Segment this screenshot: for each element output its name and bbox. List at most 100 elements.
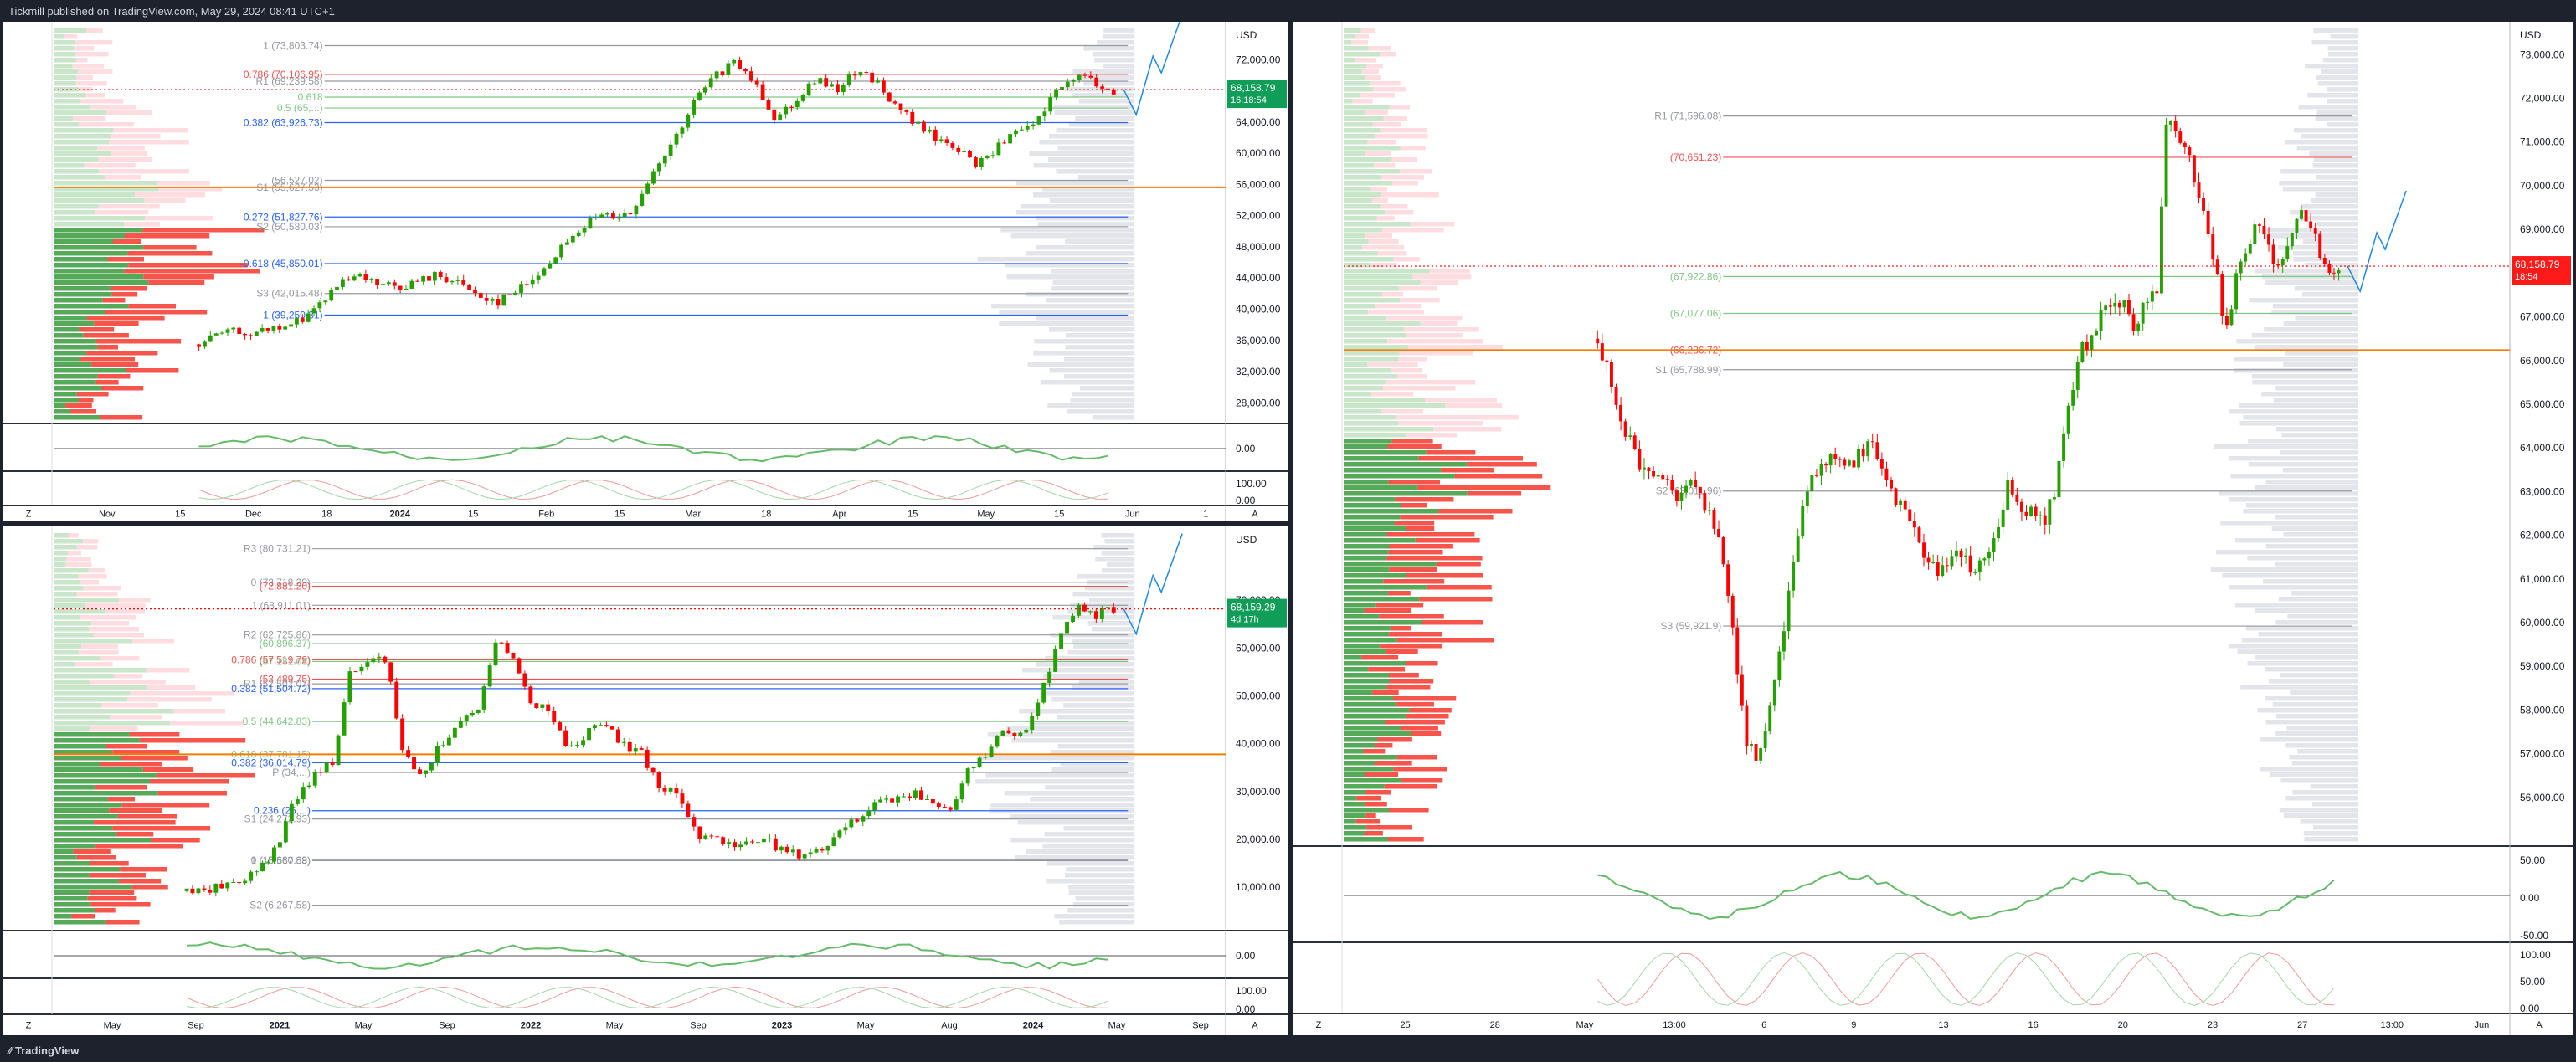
session-volume-bar	[1040, 380, 1135, 385]
volume-profile-bar	[54, 374, 98, 379]
session-volume-bar	[2269, 679, 2359, 684]
zoom-reset-button[interactable]: Z	[26, 1021, 32, 1031]
volume-profile-bar	[54, 855, 77, 860]
volume-profile-bar	[54, 609, 105, 614]
level-label: 0.786 (70,106.95)	[244, 69, 323, 80]
volume-profile-bar	[139, 738, 246, 743]
session-volume-bar	[1053, 105, 1135, 110]
volume-profile-bar	[1371, 198, 1388, 203]
volume-profile-bar	[135, 192, 205, 198]
session-volume-bar	[1036, 316, 1135, 321]
volume-profile-bar	[54, 808, 110, 813]
volume-profile-bar	[1344, 538, 1416, 543]
candle-body	[2285, 246, 2290, 259]
candle-body	[1908, 509, 1912, 521]
volume-profile-bar	[79, 398, 94, 403]
volume-profile-bar	[1389, 673, 1419, 678]
session-volume-bar	[1010, 838, 1135, 843]
session-volume-bar	[1057, 146, 1135, 151]
candle-body	[709, 835, 714, 837]
auto-scale-button[interactable]: A	[1252, 1021, 1258, 1031]
session-volume-bar	[1005, 263, 1135, 268]
chart-pane-bottom-left[interactable]: R3 (80,731.21) 0 (73,718.29) (72,881.20) 1 …	[3, 526, 1288, 1035]
volume-profile-bar	[54, 738, 140, 743]
candle-body	[1772, 680, 1776, 706]
candle-body	[1111, 607, 1116, 613]
candle-body	[441, 745, 445, 746]
candle-body	[2131, 314, 2136, 331]
volume-profile-bar	[1391, 157, 1417, 162]
session-volume-bar	[2264, 233, 2359, 239]
zoom-reset-button[interactable]: Z	[1316, 1020, 1322, 1030]
session-volume-bar	[999, 321, 1135, 326]
candle-body	[1899, 500, 1903, 505]
volume-profile-bar	[1344, 380, 1386, 385]
volume-profile-bar	[54, 744, 106, 749]
session-volume-bar	[2229, 456, 2359, 461]
volume-profile-bar	[66, 557, 91, 562]
volume-profile-bar	[95, 380, 119, 385]
chart-pane-right[interactable]: R1 (71,596.08) (70,651.23) (67,922.86) (67,…	[1293, 22, 2573, 1035]
session-volume-bar	[1063, 374, 1135, 379]
volume-profile-bar	[54, 415, 100, 420]
session-volume-bar	[2307, 93, 2359, 98]
volume-profile-bar	[54, 64, 73, 69]
volume-profile-bar	[128, 304, 176, 309]
chart-pane-top-left[interactable]: 1 (73,803.74) 0.786 (70,106.95) R1 (69,239…	[3, 22, 1288, 521]
volume-profile-bar	[1344, 269, 1430, 274]
auto-scale-button[interactable]: A	[2536, 1020, 2543, 1030]
volume-profile-bar	[1344, 93, 1360, 98]
volume-profile-bar	[1344, 233, 1365, 239]
session-volume-bar	[2210, 567, 2359, 572]
candle-body	[2313, 228, 2317, 234]
session-volume-bar	[2286, 726, 2359, 731]
volume-profile-bar	[105, 920, 140, 925]
session-volume-bar	[2252, 380, 2359, 385]
session-volume-bar	[1103, 28, 1135, 33]
volume-profile-bar	[1344, 626, 1391, 631]
volume-profile-bar	[54, 849, 74, 854]
session-volume-bar	[1084, 586, 1135, 591]
volume-profile-bar	[91, 621, 130, 626]
zoom-reset-button[interactable]: Z	[26, 510, 32, 520]
candle-body	[511, 652, 516, 659]
session-volume-bar	[2265, 720, 2359, 725]
candle-body	[524, 284, 529, 285]
volume-profile-bar	[71, 914, 95, 919]
volume-profile-bar	[76, 545, 98, 550]
session-volume-bar	[2330, 34, 2359, 39]
candle-body	[2015, 494, 2019, 502]
volume-profile-bar	[54, 169, 99, 174]
candle-body	[418, 769, 422, 774]
candle-body	[2173, 121, 2178, 132]
session-volume-bar	[2289, 755, 2359, 760]
session-volume-bar	[2300, 819, 2359, 824]
volume-profile-bar	[1344, 316, 1386, 321]
tradingview-logo[interactable]: ⁄⁄ TradingView	[8, 1044, 80, 1057]
auto-scale-button[interactable]: A	[1252, 510, 1258, 520]
volume-profile-bar	[1344, 544, 1390, 549]
volume-profile-bar	[54, 122, 80, 127]
volume-profile-bar	[54, 890, 90, 895]
x-tick-label: 15	[614, 510, 625, 520]
volume-profile-bar	[54, 920, 106, 925]
y-tick-label: 69,000.00	[2520, 223, 2565, 235]
volume-profile-bar	[1344, 509, 1439, 514]
candle-body	[772, 109, 777, 121]
session-volume-bar	[999, 310, 1135, 315]
candle-body	[686, 803, 691, 818]
volume-profile-bar	[1406, 433, 1458, 438]
volume-profile-bar	[1344, 521, 1395, 526]
volume-profile-bar	[1368, 310, 1424, 315]
volume-profile-bar	[1344, 128, 1381, 133]
candle-body	[1848, 460, 1851, 466]
candle-body	[754, 80, 759, 85]
candle-body	[2253, 224, 2257, 244]
session-volume-bar	[2281, 433, 2359, 438]
candle-body	[336, 735, 341, 766]
candle-body	[461, 280, 466, 285]
volume-profile-bar	[1344, 403, 1446, 408]
session-volume-bar	[1051, 767, 1135, 772]
volume-profile-bar	[1344, 649, 1386, 654]
volume-profile-bar	[1344, 122, 1373, 127]
